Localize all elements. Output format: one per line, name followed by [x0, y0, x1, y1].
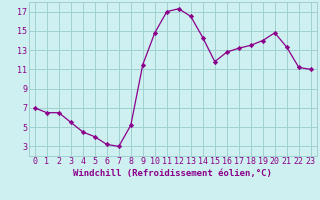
- X-axis label: Windchill (Refroidissement éolien,°C): Windchill (Refroidissement éolien,°C): [73, 169, 272, 178]
